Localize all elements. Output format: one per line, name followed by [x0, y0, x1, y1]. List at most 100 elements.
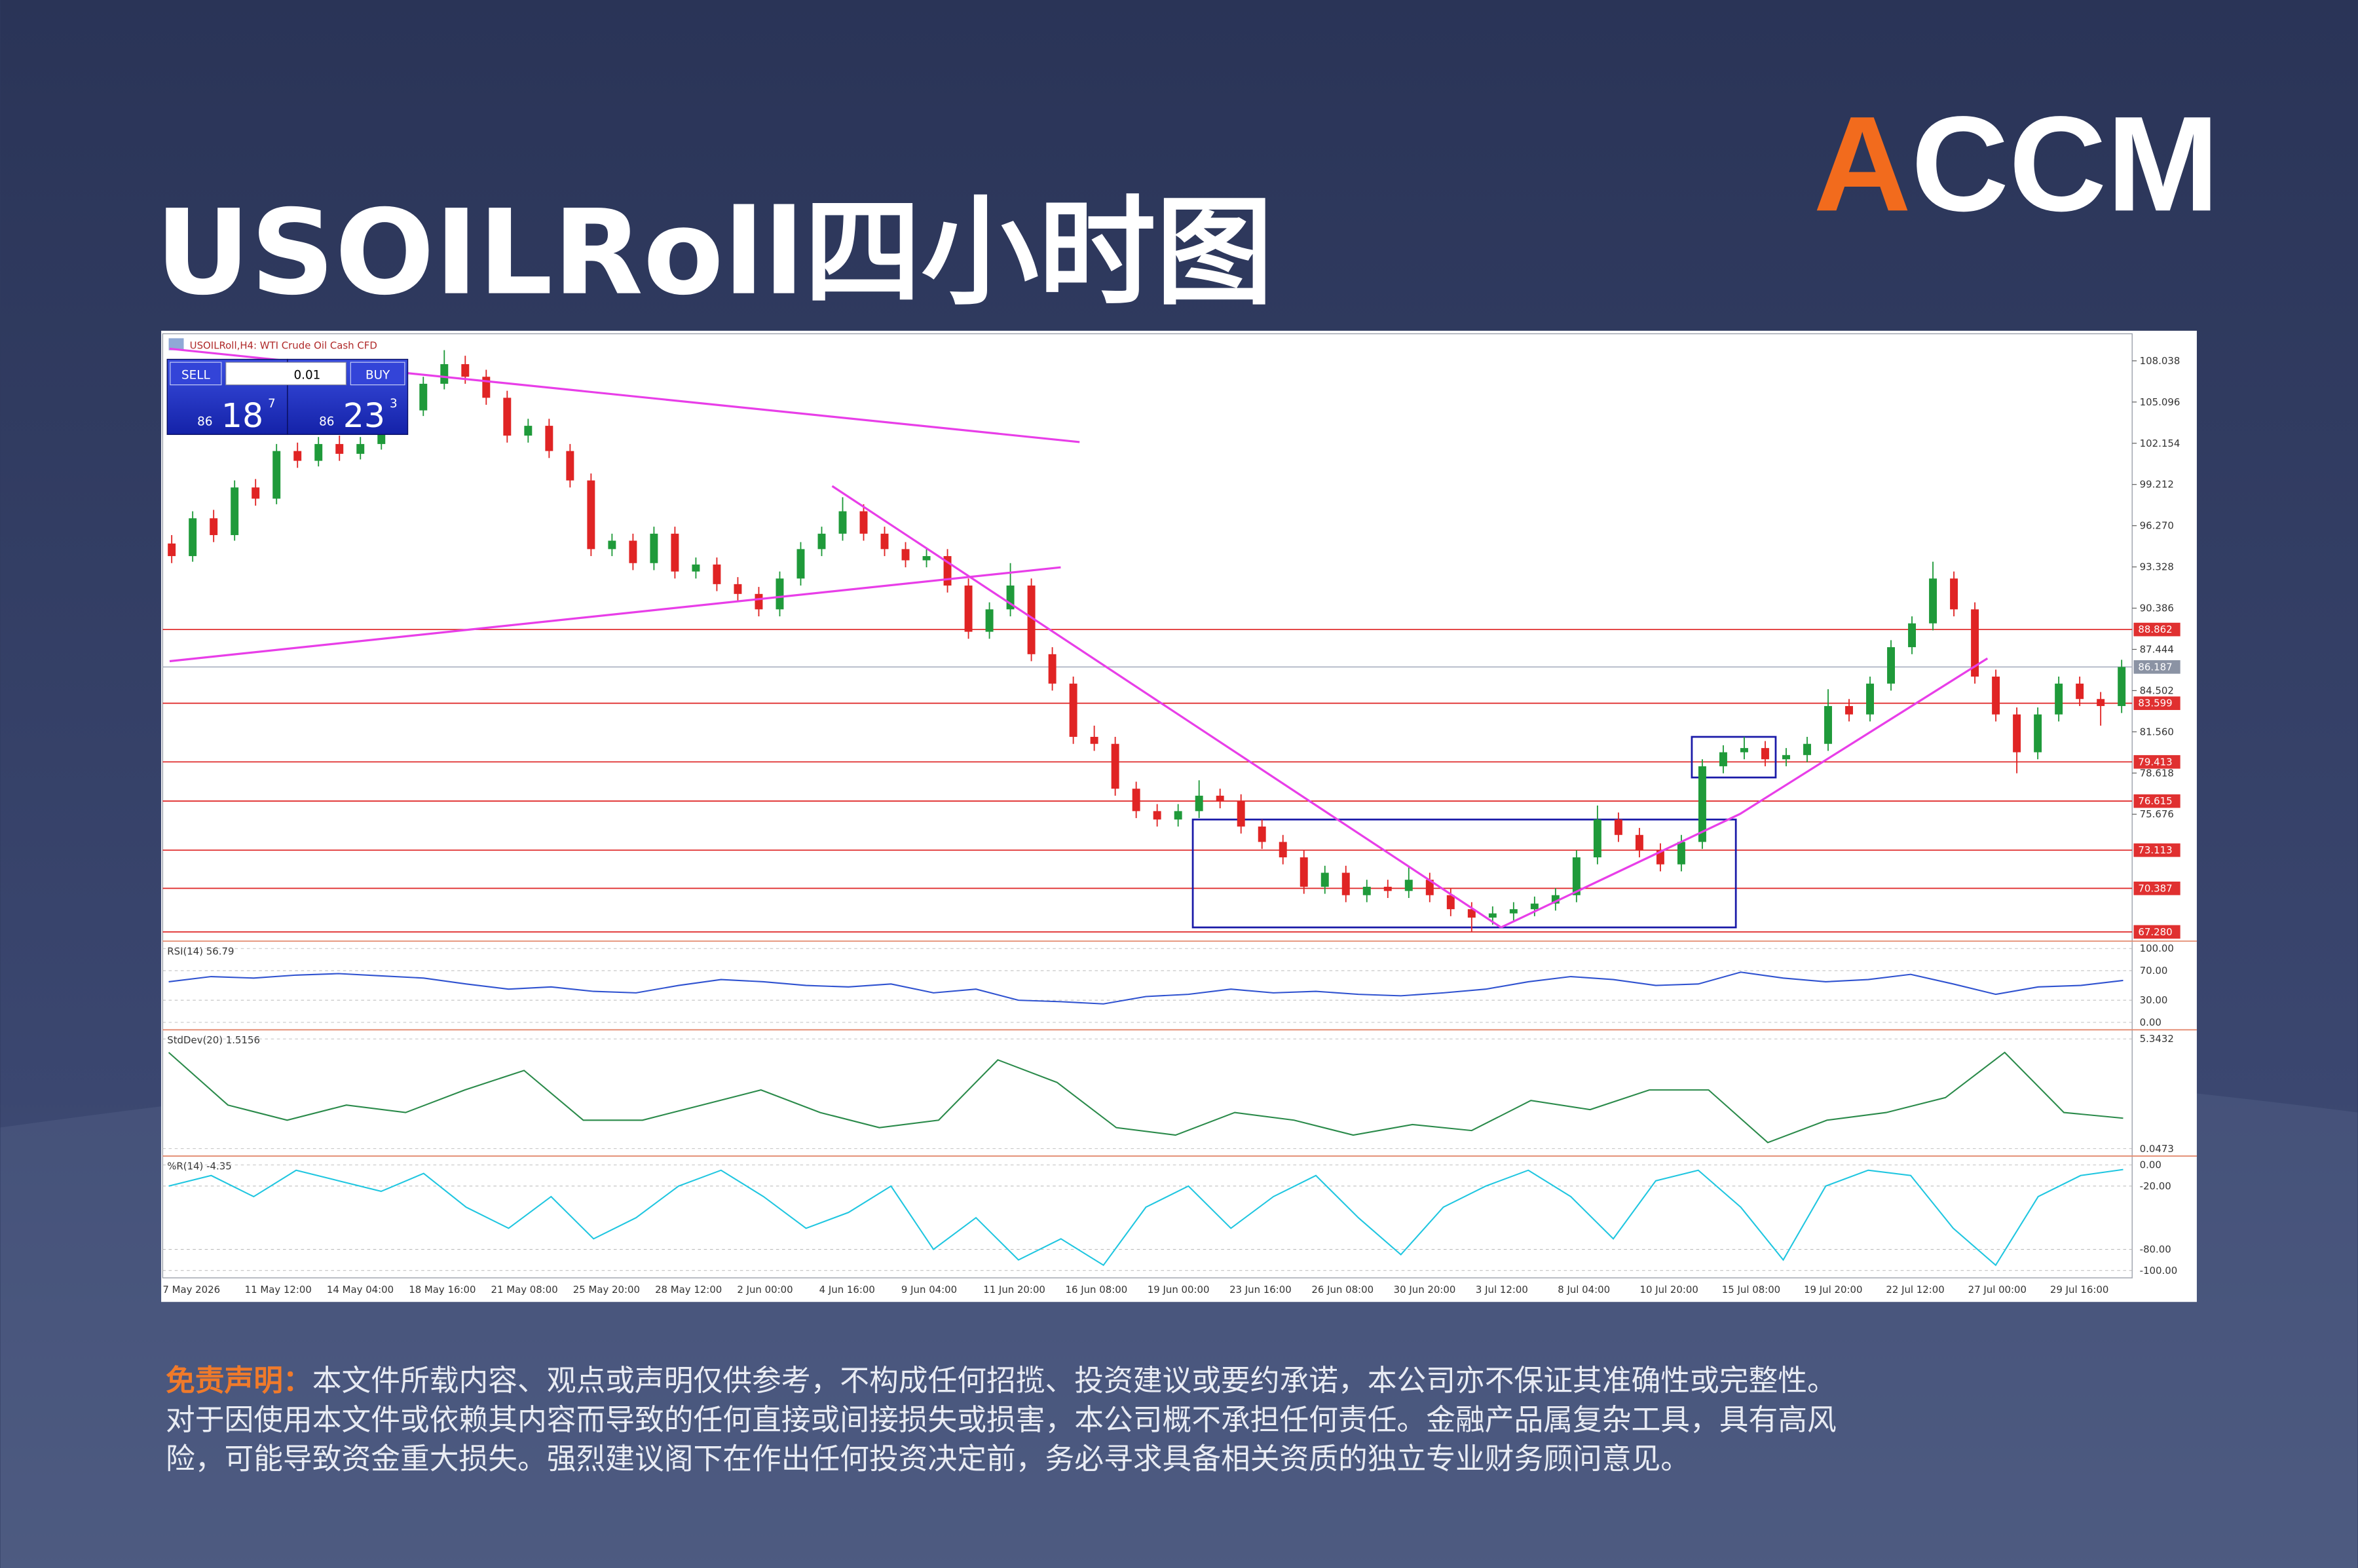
- candle-body: [692, 564, 700, 572]
- level-label: 70.387: [2138, 882, 2172, 894]
- candle-body: [985, 609, 994, 632]
- candle-body: [1824, 705, 1832, 744]
- candle-body: [1908, 623, 1917, 648]
- level-label: 67.280: [2138, 926, 2172, 938]
- trendline: [169, 566, 1061, 663]
- indicator-tick-label: -20.00: [2140, 1180, 2171, 1192]
- candle-body: [2034, 714, 2042, 753]
- x-tick-label: 23 Jun 16:00: [1229, 1284, 1292, 1296]
- candle-body: [503, 398, 512, 436]
- price-label: 86.187: [2138, 661, 2172, 673]
- x-tick-label: 29 Jul 16:00: [2050, 1284, 2108, 1296]
- lot-field[interactable]: [225, 362, 346, 386]
- indicator-tick-label: 0.00: [2140, 1017, 2162, 1028]
- level-label: 88.862: [2138, 624, 2172, 635]
- candle-body: [419, 383, 428, 411]
- candle-body: [1530, 903, 1539, 910]
- x-tick-label: 9 Jun 04:00: [901, 1284, 957, 1296]
- x-tick-label: 18 May 16:00: [409, 1284, 476, 1296]
- candle-body: [1132, 789, 1140, 812]
- candle-body: [2118, 667, 2126, 706]
- indicator-title: %R(14) -4.35: [167, 1161, 231, 1172]
- buy-text: BUY: [365, 368, 390, 382]
- candle-body: [1048, 654, 1057, 684]
- x-tick-label: 4 Jun 16:00: [819, 1284, 875, 1296]
- pattern-box: [1691, 736, 1777, 779]
- candle-body: [1404, 880, 1413, 891]
- candle-body: [1320, 872, 1329, 887]
- candle-body: [859, 511, 868, 534]
- candle-body: [922, 556, 931, 561]
- x-tick-label: 15 Jul 08:00: [1722, 1284, 1780, 1296]
- candle-body: [1551, 895, 1560, 904]
- candle-body: [524, 426, 533, 436]
- candle-body: [1950, 578, 1958, 610]
- x-tick-label: 10 Jul 20:00: [1640, 1284, 1698, 1296]
- buy-prefix: 86: [319, 415, 334, 429]
- candle-body: [1488, 913, 1497, 918]
- x-tick-label: 11 Jun 20:00: [983, 1284, 1045, 1296]
- candle-body: [943, 556, 952, 586]
- candle-body: [1635, 834, 1643, 851]
- x-tick-label: 28 May 12:00: [655, 1284, 722, 1296]
- disclaimer-label: 免责声明：: [166, 1363, 312, 1398]
- indicator-tick-label: -100.00: [2140, 1265, 2178, 1277]
- candle-body: [252, 487, 260, 499]
- sell-button[interactable]: [170, 362, 222, 386]
- candle-body: [272, 451, 281, 499]
- sell-big: 18: [221, 396, 263, 435]
- candle-body: [2013, 714, 2021, 753]
- candle-body: [1614, 819, 1622, 835]
- x-tick-label: 19 Jun 00:00: [1148, 1284, 1210, 1296]
- level-label: 73.113: [2138, 844, 2172, 856]
- candle-body: [838, 511, 847, 534]
- indicator-line: [168, 1168, 2124, 1267]
- symbol-icon: [168, 338, 184, 350]
- candle-body: [1677, 842, 1685, 865]
- y-tick-label: 75.676: [2140, 808, 2174, 820]
- logo-accent: A: [1814, 88, 1911, 239]
- candle-body: [482, 377, 491, 398]
- x-tick-label: 3 Jul 12:00: [1476, 1284, 1528, 1296]
- trendline: [1500, 657, 1989, 929]
- logo-rest: CCM: [1911, 88, 2219, 239]
- candle-body: [776, 578, 784, 610]
- candle-body: [210, 518, 218, 535]
- candle-body: [1027, 585, 1036, 654]
- level-label-box: [2133, 755, 2180, 769]
- pattern-box: [1191, 818, 1737, 929]
- chart-panel: USOILRoll,H4: WTI Crude Oil Cash CFD 108…: [161, 330, 2197, 1302]
- candle-body: [608, 540, 616, 550]
- candle-body: [1929, 578, 1937, 624]
- candle-body: [189, 518, 197, 557]
- indicator-tick-label: 0.00: [2140, 1159, 2162, 1171]
- candle-body: [1258, 826, 1266, 842]
- indicator-title: RSI(14) 56.79: [167, 946, 234, 958]
- candle-body: [1362, 886, 1371, 895]
- candle-body: [734, 584, 742, 594]
- plot-frame: [162, 333, 2133, 1279]
- indicator-tick-label: 5.3432: [2140, 1033, 2174, 1045]
- candle-body: [1425, 880, 1434, 895]
- candle-body: [2097, 699, 2105, 706]
- candle-body: [1467, 909, 1476, 918]
- indicator-tick-label: 70.00: [2140, 965, 2168, 977]
- indicator-tick-label: -80.00: [2140, 1244, 2171, 1256]
- y-tick-label: 81.560: [2140, 726, 2174, 737]
- candle-body: [1383, 886, 1392, 891]
- indicator-line: [168, 1051, 2124, 1144]
- buy-button[interactable]: [350, 362, 405, 386]
- x-tick-label: 2 Jun 00:00: [737, 1284, 793, 1296]
- level-label-box: [2133, 843, 2180, 857]
- x-tick-label: 21 May 08:00: [491, 1284, 558, 1296]
- x-tick-label: 30 Jun 20:00: [1394, 1284, 1456, 1296]
- candle-body: [1992, 677, 2000, 715]
- x-tick-label: 8 Jul 04:00: [1558, 1284, 1610, 1296]
- level-label: 83.599: [2138, 698, 2172, 709]
- candle-body: [713, 564, 721, 584]
- y-tick-label: 105.096: [2140, 396, 2180, 408]
- candle-body: [1006, 585, 1015, 610]
- candle-body: [231, 487, 239, 535]
- candle-body: [1279, 842, 1287, 857]
